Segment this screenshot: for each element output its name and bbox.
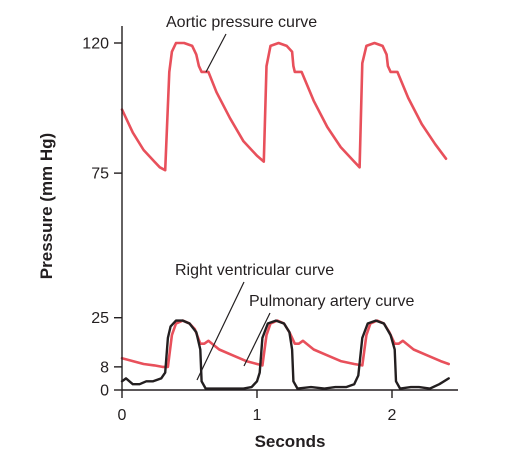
annotation-aortic-leader [205, 33, 227, 73]
annotation-pulmonary-leader [243, 312, 271, 367]
y-tick-label: 25 [91, 310, 109, 327]
y-tick-label: 0 [100, 383, 109, 400]
y-tick-label: 120 [82, 36, 109, 53]
axes [121, 26, 458, 391]
x-axis-title: Seconds [255, 432, 326, 451]
x-tick-label: 1 [253, 407, 262, 424]
ticks-layer: 0 8 25 75 120 0 1 2 [82, 36, 396, 425]
aortic-pressure-line [120, 41, 448, 172]
annotation-ventricular-label: Right ventricular curve [175, 262, 334, 279]
x-tick-label: 0 [118, 407, 127, 424]
series-layer [120, 41, 451, 390]
right-ventricular-line [120, 319, 450, 390]
y-axis-title: Pressure (mm Hg) [37, 133, 56, 279]
annotation-ventricular-leader [196, 281, 245, 381]
annotation-pulmonary-label: Pulmonary artery curve [249, 293, 414, 310]
y-tick-label: 75 [91, 166, 109, 183]
annotation-aortic-label: Aortic pressure curve [166, 14, 317, 31]
annotations-layer: Aortic pressure curve Right ventricular … [166, 14, 414, 381]
x-tick-label: 2 [388, 407, 397, 424]
y-tick-label: 8 [100, 359, 109, 376]
